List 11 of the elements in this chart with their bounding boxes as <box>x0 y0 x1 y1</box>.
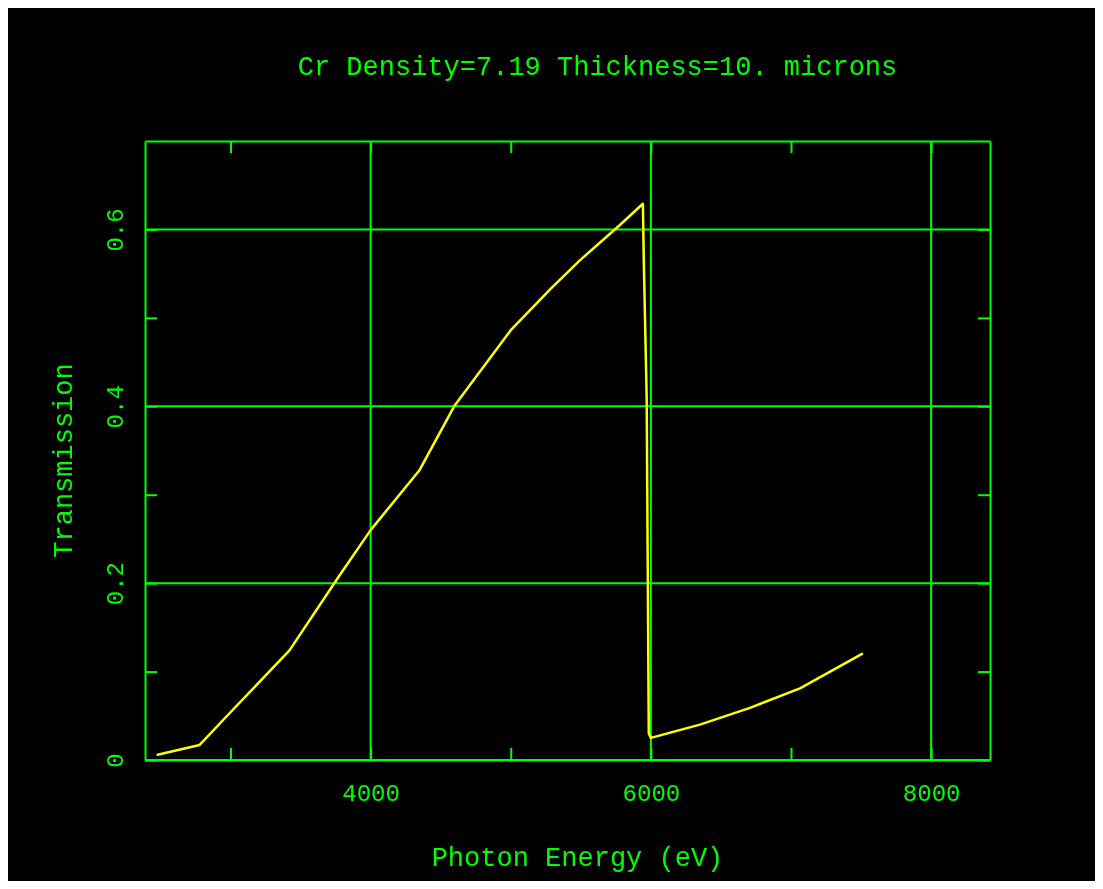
x-tick-label: 8000 <box>902 781 961 809</box>
y-tick-label: 0 <box>103 753 131 768</box>
chart-title: Cr Density=7.19 Thickness=10. microns <box>297 53 898 83</box>
y-axis-title: Transmission <box>50 363 80 558</box>
x-axis-title: Photon Energy (eV) <box>431 844 724 874</box>
y-tick-label: 0.6 <box>103 208 131 252</box>
x-tick-label: 4000 <box>342 781 400 809</box>
line-series <box>156 202 864 756</box>
x-tick-label: 6000 <box>622 781 681 809</box>
y-tick-label: 0.4 <box>103 385 131 429</box>
y-tick-label: 0.2 <box>103 562 131 606</box>
